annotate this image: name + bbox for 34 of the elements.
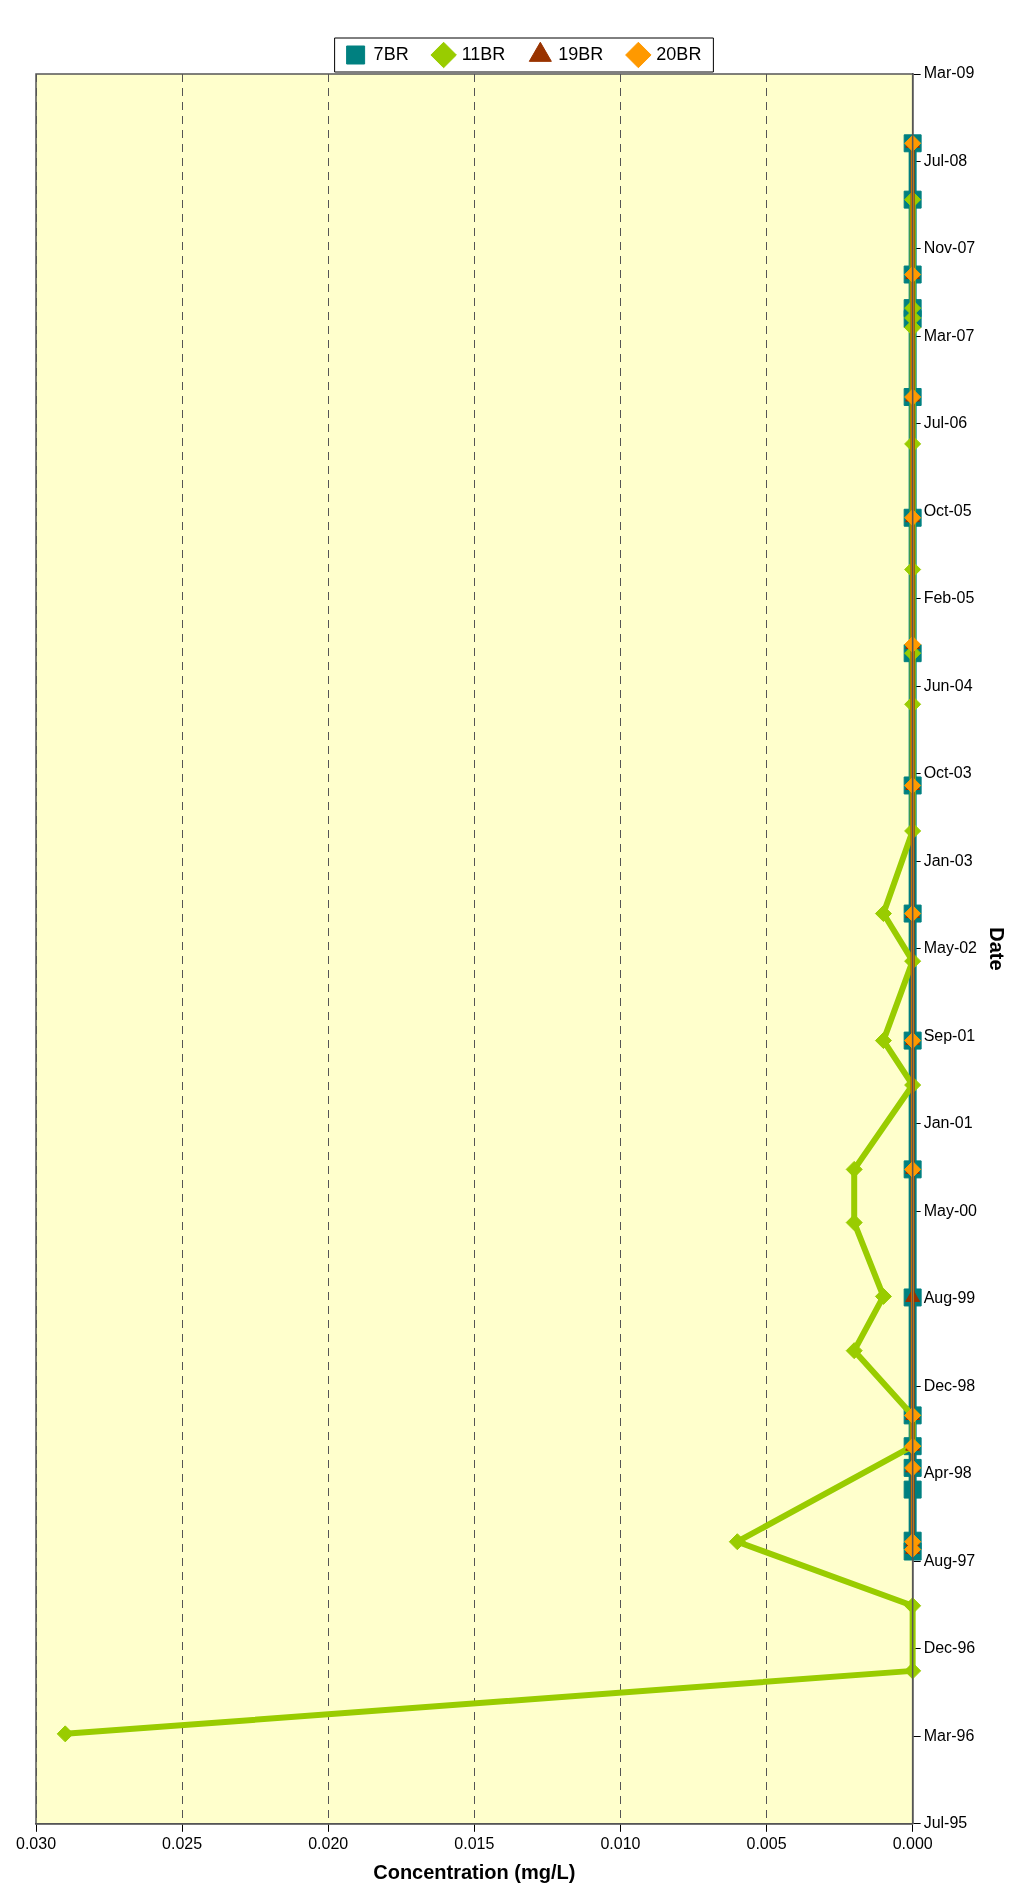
y-tick-label: Sep-01 <box>923 1026 976 1044</box>
y-tick-label: Dec-96 <box>923 1639 976 1657</box>
x-tick-label: 0.005 <box>746 1834 787 1852</box>
y-tick-label: Nov-07 <box>923 239 976 257</box>
y-tick-label: Mar-09 <box>923 64 975 82</box>
y-tick-label: Mar-07 <box>923 326 975 344</box>
y-tick-label: Jun-04 <box>923 676 973 694</box>
x-tick-label: 0.020 <box>308 1834 349 1852</box>
y-tick-label: Jul-06 <box>923 414 968 432</box>
y-tick-label: Oct-03 <box>923 764 972 782</box>
y-tick-label: May-02 <box>923 939 978 957</box>
x-tick-label: 0.015 <box>454 1834 495 1852</box>
y-tick-label: Oct-05 <box>923 501 972 519</box>
y-axis-title: Date <box>986 927 1009 971</box>
legend-label: 19BR <box>558 43 604 64</box>
x-tick-label: 0.030 <box>15 1834 57 1852</box>
x-tick-label: 0.010 <box>600 1834 641 1852</box>
y-tick-label: Aug-99 <box>923 1289 976 1307</box>
y-tick-label: May-00 <box>923 1201 978 1219</box>
y-tick-label: Jan-03 <box>923 851 973 869</box>
x-tick-label: 0.000 <box>892 1834 933 1852</box>
y-tick-label: Apr-98 <box>923 1464 972 1482</box>
legend-label: 20BR <box>656 43 702 64</box>
x-tick-label: 0.025 <box>162 1834 203 1852</box>
y-tick-label: Dec-98 <box>923 1376 976 1394</box>
y-tick-label: Jul-08 <box>923 151 968 169</box>
x-axis-title: Concentration (mg/L) <box>373 1860 576 1883</box>
y-tick-label: Feb-05 <box>923 589 975 607</box>
y-tick-label: Aug-97 <box>923 1551 976 1569</box>
legend-label: 7BR <box>373 43 409 64</box>
legend-label: 11BR <box>461 43 506 64</box>
y-tick-label: Mar-96 <box>923 1726 975 1744</box>
y-tick-label: Jul-95 <box>923 1814 968 1832</box>
y-tick-label: Jan-01 <box>923 1114 973 1132</box>
